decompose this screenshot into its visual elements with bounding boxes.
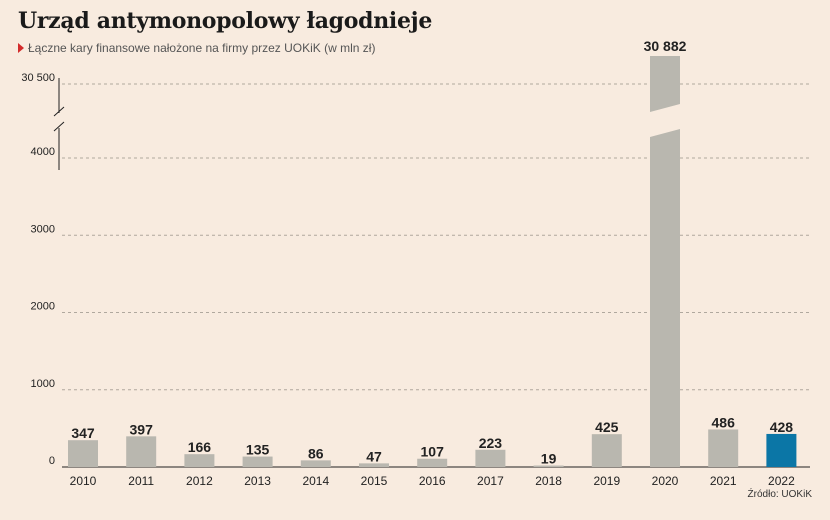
data-label: 86: [308, 445, 324, 461]
data-label: 347: [71, 425, 95, 441]
y-tick-label: 0: [49, 455, 55, 467]
data-label: 19: [541, 451, 557, 467]
axis-break-mark: [53, 106, 65, 117]
data-label: 107: [421, 444, 445, 460]
y-break-tick-label: 30 500: [21, 72, 55, 84]
bar: [475, 449, 506, 467]
bar: [650, 129, 680, 467]
bar: [417, 458, 448, 467]
data-label: 223: [479, 435, 503, 451]
data-label: 166: [188, 439, 212, 455]
x-tick-label: 2019: [593, 474, 620, 488]
data-label: 397: [130, 421, 154, 437]
data-label: 135: [246, 442, 270, 458]
bar: [533, 465, 564, 467]
bar: [184, 454, 215, 467]
x-tick-label: 2022: [768, 474, 795, 488]
y-tick-label: 1000: [31, 378, 55, 390]
bar: [591, 434, 622, 467]
x-tick-label: 2018: [535, 474, 562, 488]
x-tick-label: 2016: [419, 474, 446, 488]
data-label: 425: [595, 419, 619, 435]
bar: [650, 56, 680, 112]
bar: [359, 463, 389, 467]
bar: [68, 440, 98, 467]
x-tick-label: 2017: [477, 474, 504, 488]
x-tick-label: 2021: [710, 474, 737, 488]
x-tick-label: 2011: [128, 474, 154, 488]
x-tick-label: 2013: [244, 474, 271, 488]
x-tick-label: 2010: [70, 474, 97, 488]
data-label: 47: [366, 448, 382, 464]
bar: [766, 433, 797, 467]
x-tick-label: 2020: [652, 474, 679, 488]
y-tick-label: 3000: [31, 223, 55, 235]
bar: [708, 429, 739, 467]
x-tick-label: 2015: [361, 474, 388, 488]
bar: [242, 456, 273, 467]
x-tick-label: 2014: [302, 474, 329, 488]
y-tick-label: 4000: [31, 146, 55, 158]
triangle-icon: [18, 43, 24, 53]
x-tick-label: 2012: [186, 474, 213, 488]
data-label: 30 882: [644, 38, 687, 54]
axis-break-mark: [53, 121, 65, 132]
subtitle-text: Łączne kary finansowe nałożone na firmy …: [28, 41, 376, 55]
chart-subtitle: Łączne kary finansowe nałożone na firmy …: [18, 41, 375, 55]
source-note: Źródło: UOKiK: [747, 489, 812, 500]
chart-title: Urząd antymonopolowy łagodnieje: [18, 8, 433, 34]
data-label: 428: [770, 419, 794, 435]
bar: [300, 460, 331, 467]
y-tick-label: 2000: [31, 301, 55, 313]
data-label: 486: [712, 414, 736, 430]
bar: [126, 436, 157, 467]
